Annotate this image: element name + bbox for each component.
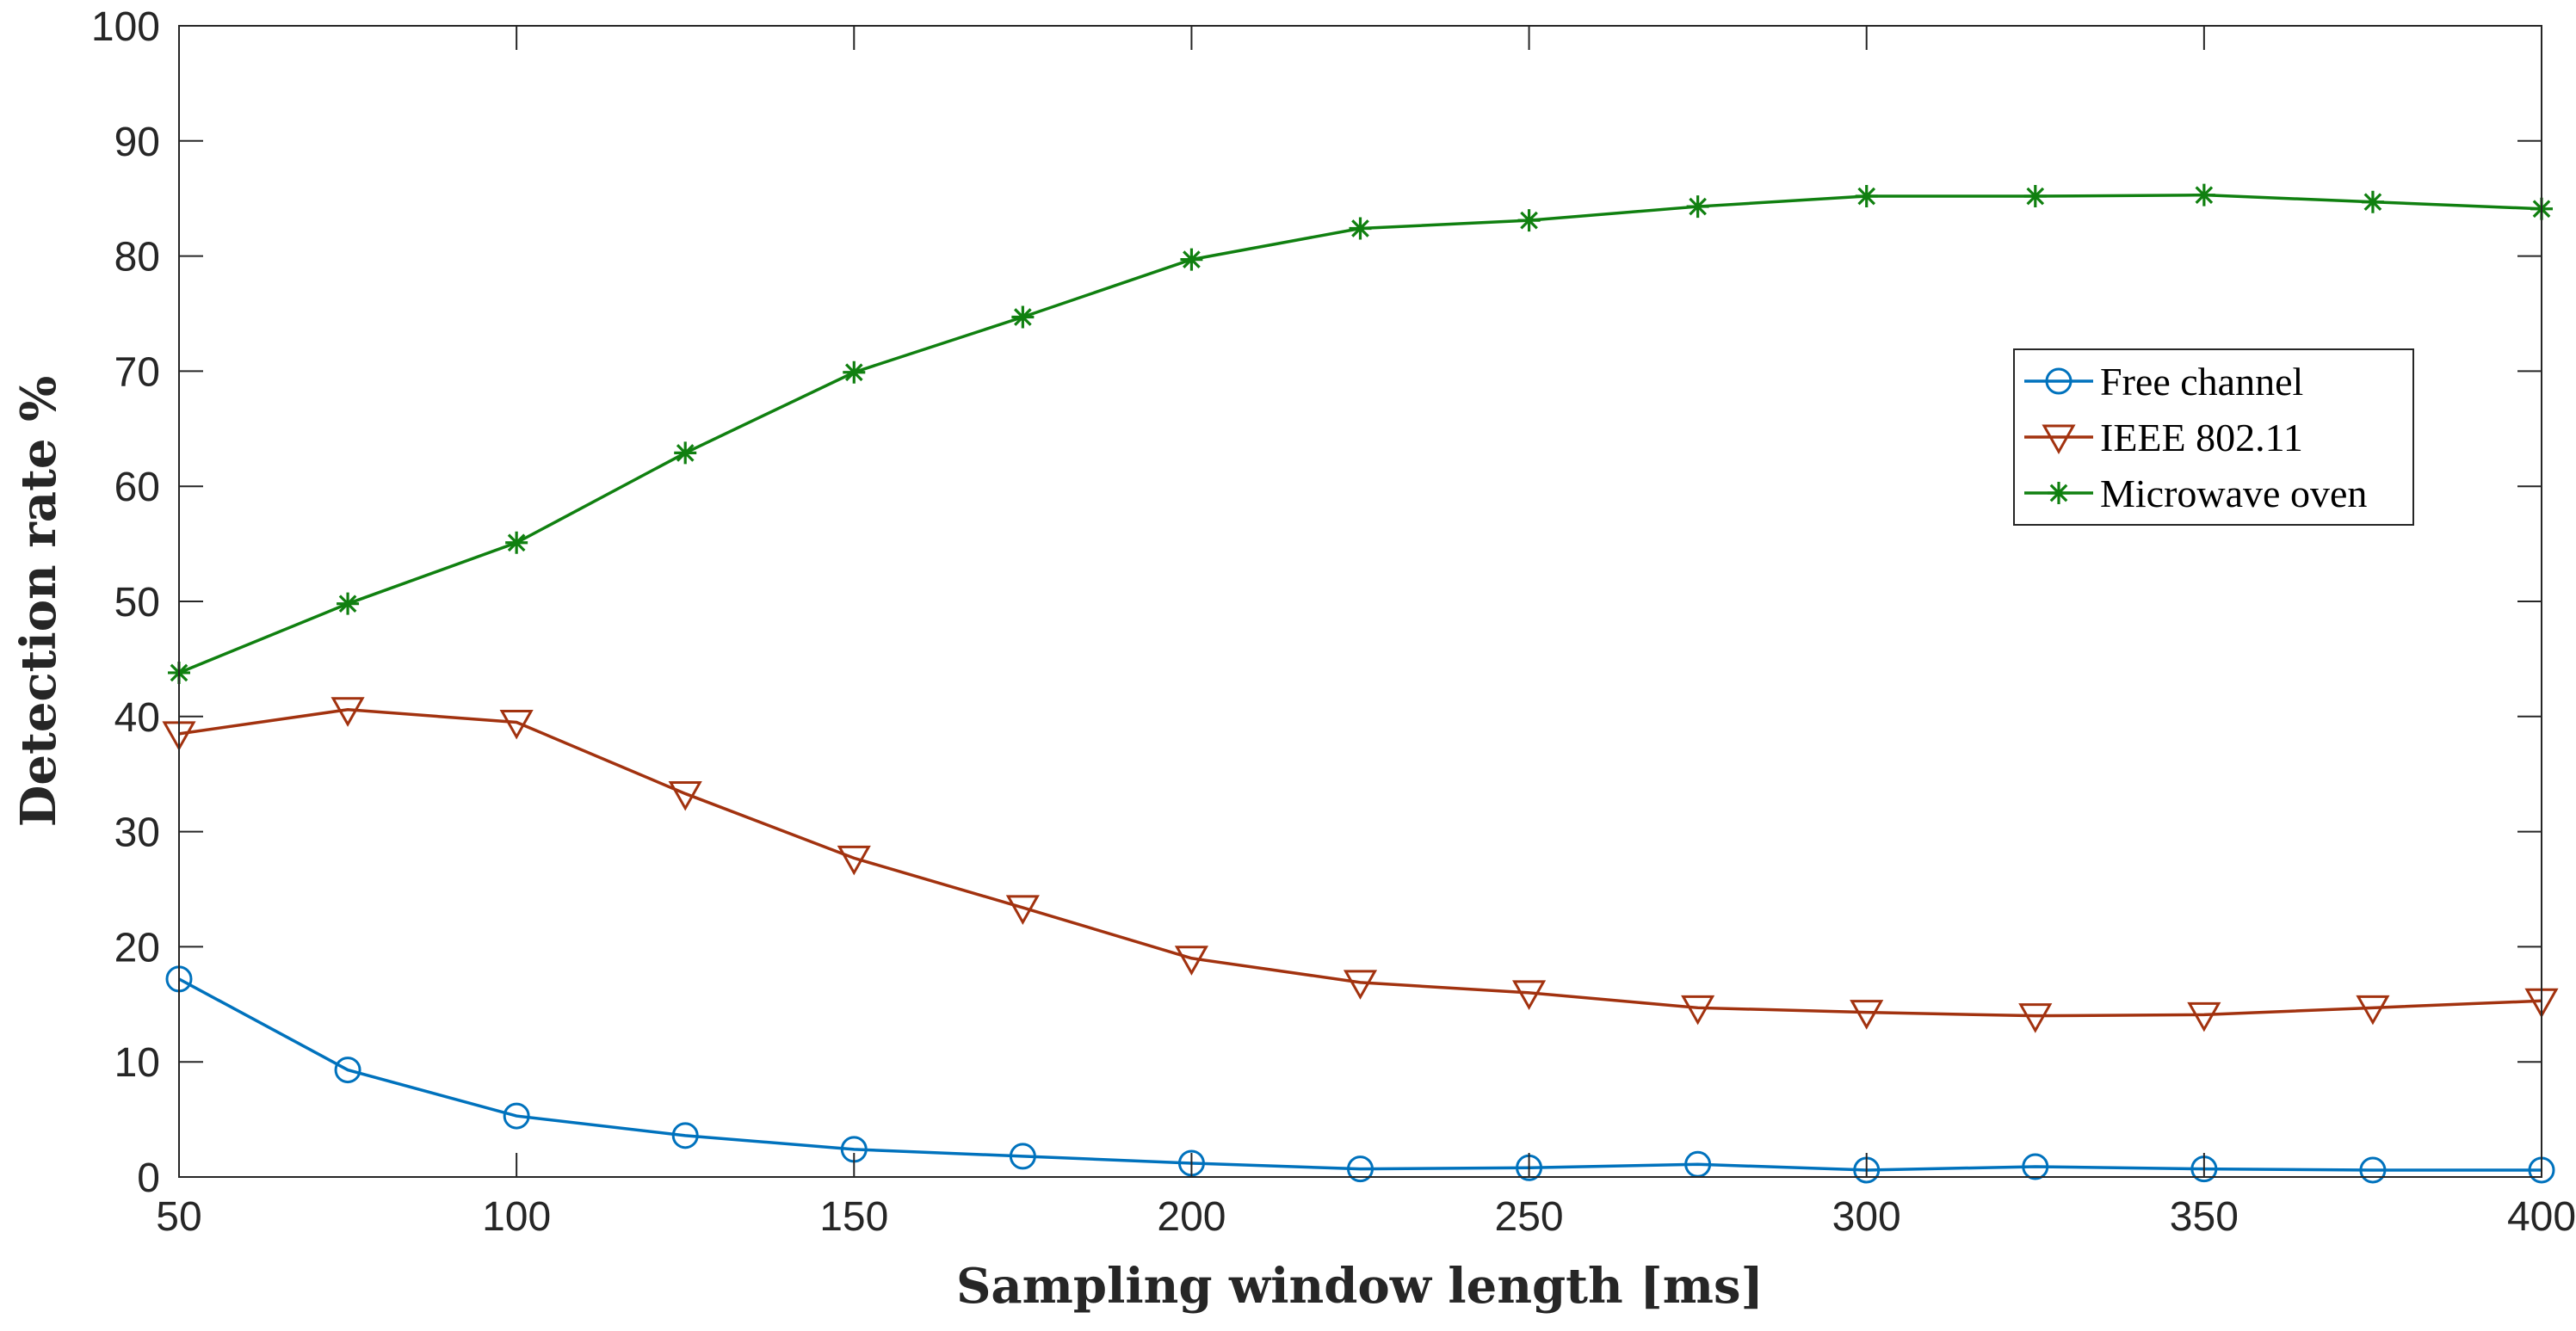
plot-area bbox=[179, 26, 2542, 1177]
x-tick-label: 300 bbox=[1832, 1194, 1901, 1240]
x-tick-label: 100 bbox=[482, 1194, 551, 1240]
data-point bbox=[837, 845, 871, 876]
data-point bbox=[674, 441, 697, 465]
data-point bbox=[671, 1122, 699, 1149]
data-point bbox=[499, 709, 534, 740]
y-tick-label: 60 bbox=[114, 465, 160, 510]
data-point bbox=[337, 592, 360, 615]
data-point bbox=[1005, 895, 1040, 925]
data-point bbox=[1009, 1143, 1036, 1170]
y-tick-label: 50 bbox=[114, 580, 160, 625]
x-tick-label: 400 bbox=[2507, 1194, 2576, 1240]
data-point bbox=[1517, 209, 1541, 232]
data-point bbox=[1686, 195, 1709, 219]
legend-label: IEEE 802.11 bbox=[2100, 416, 2303, 459]
data-point bbox=[668, 780, 702, 811]
data-point bbox=[1011, 305, 1035, 329]
data-point bbox=[2187, 1001, 2221, 1032]
data-point bbox=[2356, 995, 2390, 1026]
legend-entry: Free channel bbox=[2024, 360, 2303, 404]
x-tick-label: 50 bbox=[156, 1194, 201, 1240]
data-point bbox=[1855, 185, 1878, 208]
data-point bbox=[505, 531, 528, 554]
data-point bbox=[1180, 248, 1203, 271]
series-ieee-802-11 bbox=[162, 697, 2559, 1033]
x-tick-label: 200 bbox=[1157, 1194, 1226, 1240]
series-line bbox=[178, 708, 2542, 1018]
y-tick-label: 30 bbox=[114, 810, 160, 856]
x-axis-title: Sampling window length [ms] bbox=[956, 1258, 1764, 1315]
legend-marker bbox=[2042, 424, 2076, 455]
ticks-layer: 50 100 150 200 250 300 350 400 0 10 20 30 40 50 60 70 80… bbox=[91, 4, 2576, 1240]
data-point bbox=[2023, 185, 2047, 208]
data-point bbox=[1850, 1000, 1884, 1030]
y-tick-label: 80 bbox=[114, 235, 160, 280]
data-point bbox=[334, 1057, 361, 1084]
legend-entry: IEEE 802.11 bbox=[2024, 416, 2303, 459]
x-tick-label: 250 bbox=[1495, 1194, 1564, 1240]
y-axis-title: Detection rate % bbox=[10, 376, 67, 827]
y-tick-label: 10 bbox=[114, 1040, 160, 1086]
data-point bbox=[2359, 1156, 2387, 1184]
y-tick-label: 70 bbox=[114, 349, 160, 395]
legend-marker bbox=[2045, 367, 2073, 395]
y-tick-label: 20 bbox=[114, 925, 160, 971]
data-point bbox=[1681, 995, 1715, 1026]
plot-frame bbox=[178, 25, 2542, 1178]
legend-entry: Microwave oven bbox=[2024, 471, 2367, 515]
data-point bbox=[1347, 1155, 1374, 1183]
legend-label: Microwave oven bbox=[2100, 471, 2367, 515]
legend: Free channel IEEE 802.11 Microwave oven bbox=[2013, 348, 2414, 526]
x-tick-label: 150 bbox=[819, 1194, 888, 1240]
data-point bbox=[2361, 190, 2384, 213]
data-point bbox=[330, 697, 365, 727]
legend-label: Free channel bbox=[2100, 360, 2303, 404]
y-tick-label: 40 bbox=[114, 695, 160, 741]
y-tick-label: 100 bbox=[91, 4, 160, 50]
data-point bbox=[1174, 946, 1209, 976]
data-point bbox=[1349, 217, 1372, 240]
data-point bbox=[1343, 970, 1378, 1000]
legend-marker bbox=[2048, 482, 2070, 504]
legend-items: Free channel IEEE 802.11 Microwave oven bbox=[2024, 360, 2367, 515]
data-point bbox=[1511, 980, 1547, 1010]
data-point bbox=[843, 360, 866, 384]
y-tick-label: 0 bbox=[137, 1155, 160, 1201]
data-point bbox=[503, 1102, 530, 1130]
y-tick-label: 90 bbox=[114, 120, 160, 165]
data-point bbox=[2022, 1153, 2049, 1180]
x-tick-label: 350 bbox=[2170, 1194, 2239, 1240]
data-point bbox=[2018, 1003, 2053, 1033]
series-line bbox=[178, 977, 2542, 1172]
data-point bbox=[2192, 183, 2215, 206]
